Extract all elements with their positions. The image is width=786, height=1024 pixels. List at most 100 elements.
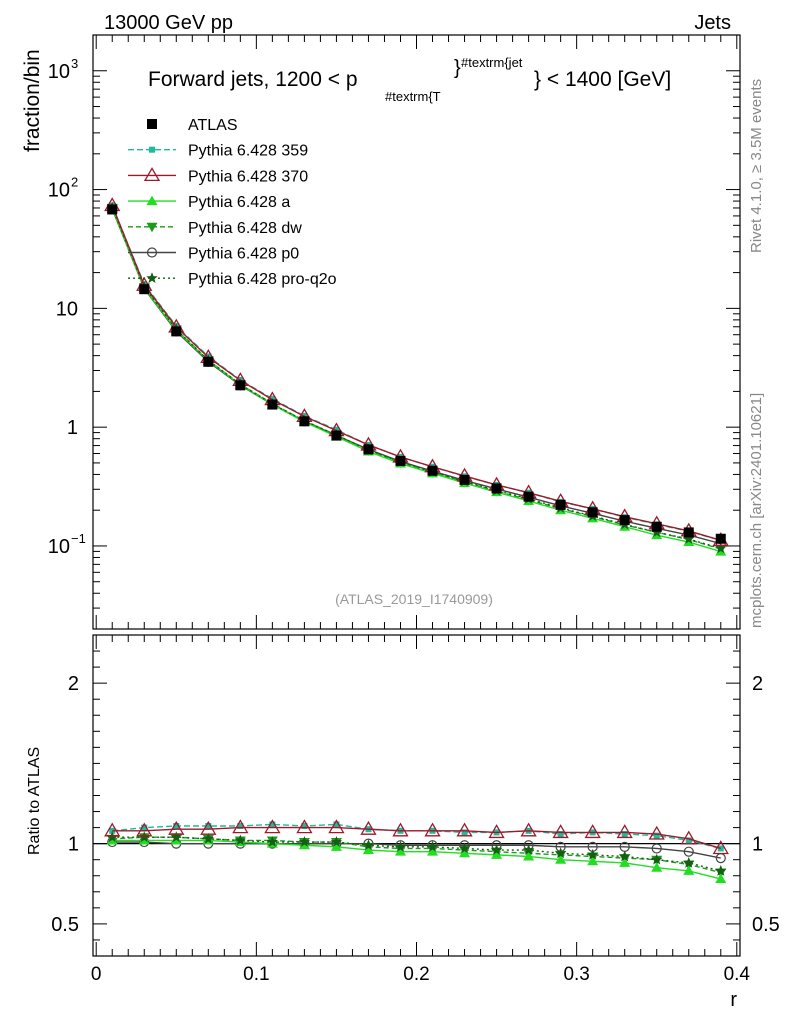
y-tick-label: 1 — [67, 417, 78, 439]
legend-entry: ATLAS — [147, 117, 238, 134]
legend-label: Pythia 6.428 dw — [188, 220, 302, 237]
legend-marker — [146, 222, 158, 233]
data-point — [427, 465, 438, 476]
series-ratio-point — [170, 831, 182, 843]
series-ratio-line — [112, 826, 721, 850]
data-point — [267, 399, 278, 410]
ratio-y-axis-label: Ratio to ATLAS — [26, 747, 43, 855]
series-ratio-point — [266, 836, 279, 847]
data-point — [363, 444, 374, 455]
series-ratio-point — [456, 822, 473, 837]
y-tick-label: 10 — [48, 61, 70, 83]
series-ratio-point — [200, 820, 217, 835]
series-ratio-point — [362, 839, 375, 851]
series-ratio-point — [168, 820, 185, 835]
series-1-ratio — [104, 819, 729, 855]
series-ratio-point — [715, 864, 727, 876]
data-points — [107, 204, 726, 544]
series-ratio-point — [651, 862, 663, 872]
series-ratio-point — [298, 836, 311, 847]
series-ratio-point — [205, 822, 212, 829]
series-line — [111, 207, 721, 550]
series-ratio-point — [621, 831, 628, 838]
series-ratio-point — [584, 824, 601, 839]
legend-label: Pythia 6.428 a — [188, 194, 290, 211]
series-ratio-point — [333, 821, 340, 828]
ratio-panel-frame — [92, 634, 741, 957]
series-ratio-point — [427, 846, 439, 856]
legend-marker — [147, 119, 157, 129]
series-ratio-line — [112, 836, 721, 874]
series-ratio-point — [587, 855, 599, 866]
header-energy-label: 13000 GeV pp — [104, 12, 233, 34]
series-ratio-point — [141, 824, 148, 831]
legend-entry: Pythia 6.428 a — [128, 194, 290, 211]
series-ratio-point — [651, 843, 662, 854]
series-ratio-point — [234, 834, 247, 846]
y-tick-exponent: 2 — [71, 175, 78, 190]
legend-label: Pythia 6.428 359 — [188, 143, 308, 160]
x-tick-label: 0.1 — [243, 964, 269, 985]
series-ratio-point — [461, 829, 468, 836]
legend-label: Pythia 6.428 pro-q2o — [188, 271, 337, 288]
series-ratio-line — [112, 841, 721, 859]
data-point — [331, 430, 342, 441]
series-ratio-point — [490, 844, 503, 855]
series-ratio-point — [104, 822, 121, 837]
data-point — [651, 521, 662, 532]
legend-entry: Pythia 6.428 359 — [128, 143, 308, 160]
series-ratio-point — [106, 831, 118, 843]
series-ratio-point — [683, 865, 695, 875]
data-point — [235, 380, 246, 391]
ratio-y-tick-label: 1 — [68, 834, 79, 856]
series-line — [111, 205, 721, 541]
legend-label: Pythia 6.428 370 — [188, 168, 308, 185]
series-ratio-point — [459, 847, 471, 858]
series-ratio-point — [136, 822, 153, 837]
legend-entry: Pythia 6.428 p0 — [128, 246, 299, 263]
legend-entry: Pythia 6.428 370 — [128, 167, 308, 185]
series-ratio-point — [424, 822, 441, 837]
series-ratio-point — [328, 819, 345, 834]
y-axis-label: fraction/bin — [21, 49, 44, 152]
data-point — [459, 474, 470, 485]
data-point — [107, 204, 118, 215]
ratio-y-tick-label-right: 2 — [752, 673, 763, 695]
legend-label: Pythia 6.428 p0 — [188, 246, 299, 263]
series-ratio-point — [392, 822, 409, 837]
y-tick-exponent: −1 — [71, 531, 86, 546]
series-ratio-line — [112, 836, 721, 872]
series-ratio-point — [715, 873, 727, 883]
series-ratio-point — [330, 841, 342, 851]
legend-entry: Pythia 6.428 dw — [128, 220, 302, 237]
series-ratio-point — [394, 846, 406, 856]
series-ratio-point — [680, 830, 697, 845]
legend: ATLAS Pythia 6.428 359 Pythia 6.428 370 Pyt… — [128, 117, 337, 288]
y-tick-label: 10 — [48, 536, 70, 558]
data-point — [139, 284, 150, 295]
series-ratio-point — [237, 822, 244, 829]
series-ratio-point — [712, 840, 729, 855]
series-ratio-point — [264, 819, 281, 834]
data-point — [587, 507, 598, 518]
legend-marker — [146, 195, 158, 206]
data-point — [203, 356, 214, 367]
series-ratio-point — [362, 844, 374, 855]
y-tick-exponent: 3 — [71, 56, 78, 71]
data-point — [491, 483, 502, 494]
x-tick-label: 0.3 — [563, 964, 589, 985]
series-ratio-point — [202, 832, 215, 844]
series-ratio-point — [648, 825, 665, 840]
ratio-y-tick-label-right: 0.5 — [752, 914, 780, 936]
series-ratio-line — [112, 839, 721, 880]
title-main: Forward jets, 1200 < p — [148, 68, 358, 91]
data-point — [395, 455, 406, 466]
data-point — [299, 416, 310, 427]
series-ratio-point — [394, 840, 407, 852]
series-ratio-point — [552, 824, 569, 839]
title-end: } < 1400 [GeV] — [534, 68, 671, 91]
data-point — [619, 515, 630, 526]
series-ratio-point — [683, 856, 695, 868]
series-point — [715, 542, 727, 554]
